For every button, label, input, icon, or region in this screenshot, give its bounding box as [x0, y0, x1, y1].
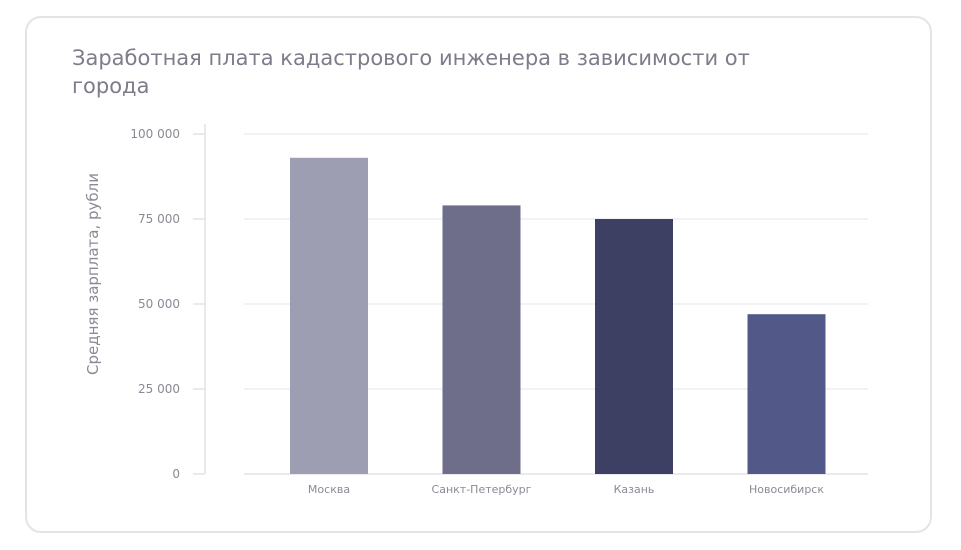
- y-tick-label: 0: [172, 467, 180, 481]
- bars: [290, 157, 826, 475]
- bar-1: [290, 157, 368, 475]
- chart-title: Заработная плата кадастрового инженера в…: [72, 46, 750, 98]
- x-tick-label: Санкт-Петербург: [432, 483, 532, 496]
- y-tick-label: 75 000: [138, 212, 180, 226]
- y-axis-title: Средняя зарплата, рубли: [84, 173, 102, 375]
- y-tick-labels: 0 25 000 50 000 75 000 100 000: [130, 127, 180, 481]
- x-tick-label: Казань: [614, 483, 655, 496]
- y-tick-label: 25 000: [138, 382, 180, 396]
- y-tick-label: 100 000: [130, 127, 180, 141]
- x-tick-labels: Москва Санкт-Петербург Казань Новосибирск: [308, 483, 824, 496]
- bar-2: [442, 205, 521, 474]
- x-tick-label: Новосибирск: [749, 483, 824, 496]
- bar-4: [747, 314, 826, 474]
- y-tick-label: 50 000: [138, 297, 180, 311]
- bar-3: [595, 219, 673, 474]
- x-tick-label: Москва: [308, 483, 350, 496]
